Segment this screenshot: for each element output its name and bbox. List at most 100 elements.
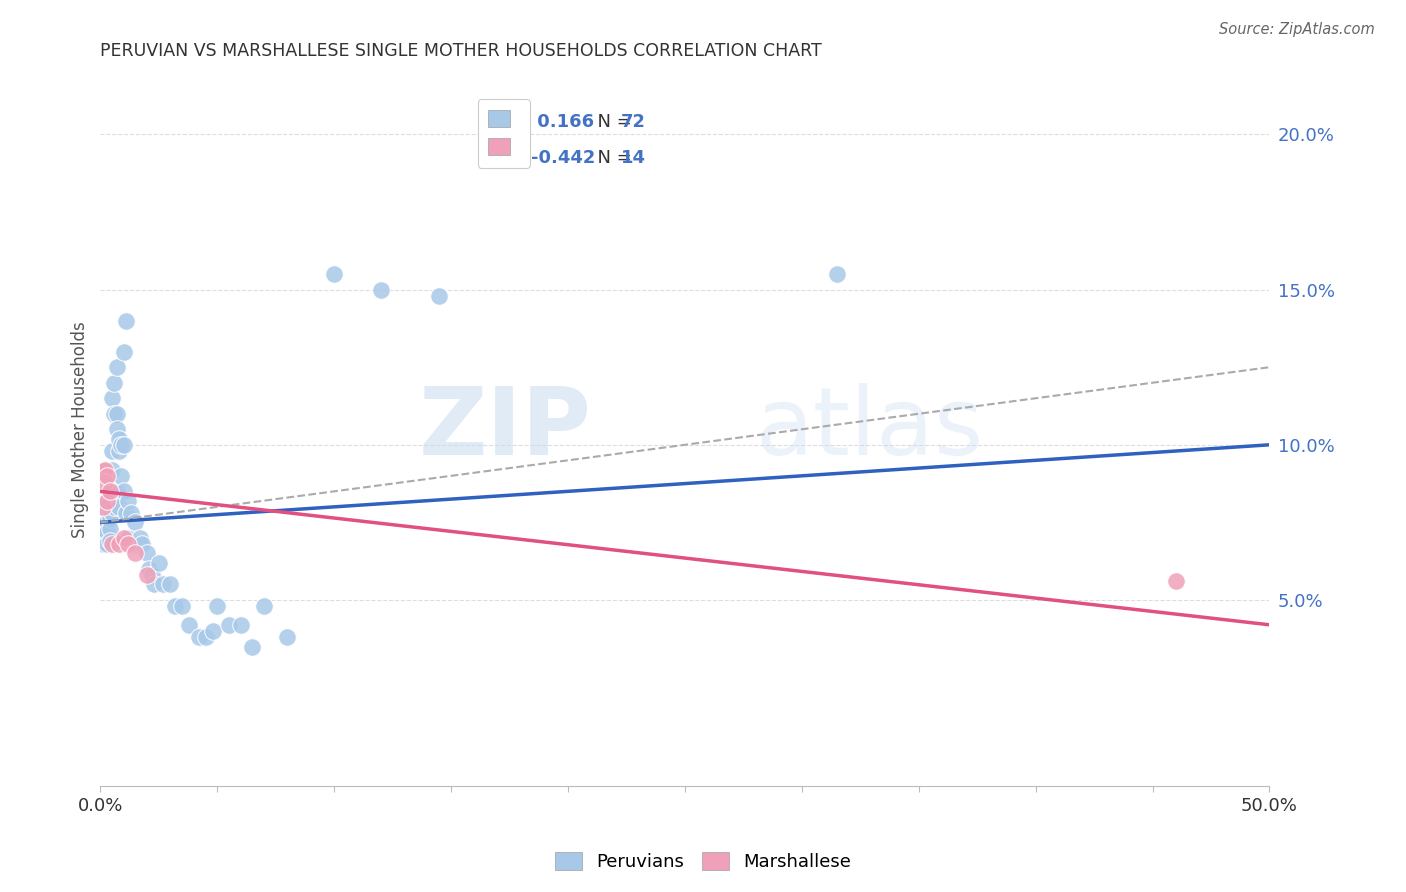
Point [91, 462, 114, 476]
Point [112, 438, 135, 452]
Point [94, 500, 117, 514]
Point [101, 391, 124, 405]
Text: -0.442: -0.442 [530, 149, 595, 167]
Point [91, 500, 114, 514]
Text: 14: 14 [620, 149, 645, 167]
Text: R =: R = [498, 113, 537, 131]
Point [103, 376, 125, 390]
Point [136, 568, 159, 582]
Point [124, 546, 146, 560]
Point [112, 484, 135, 499]
Text: N =: N = [585, 113, 637, 131]
Point [91, 524, 114, 539]
Point [101, 537, 124, 551]
Point [108, 444, 131, 458]
Point [187, 630, 209, 644]
Y-axis label: Single Mother Households: Single Mother Households [72, 321, 89, 538]
Point [110, 468, 132, 483]
Point [105, 422, 128, 436]
Legend: , : , [478, 99, 530, 168]
Point [98, 493, 121, 508]
Point [96, 493, 118, 508]
Point [96, 468, 118, 483]
Point [117, 537, 139, 551]
Text: PERUVIAN VS MARSHALLESE SINGLE MOTHER HOUSEHOLDS CORRELATION CHART: PERUVIAN VS MARSHALLESE SINGLE MOTHER HO… [100, 42, 823, 60]
Point [138, 562, 160, 576]
Point [1164, 574, 1187, 589]
Point [124, 516, 146, 530]
Text: R =: R = [498, 149, 537, 167]
Point [194, 630, 217, 644]
Point [143, 577, 166, 591]
Point [825, 267, 848, 281]
Point [96, 493, 118, 508]
Point [96, 537, 118, 551]
Point [370, 283, 392, 297]
Point [94, 531, 117, 545]
Point [101, 506, 124, 520]
Point [101, 444, 124, 458]
Point [94, 522, 117, 536]
Point [218, 617, 240, 632]
Point [98, 533, 121, 548]
Point [94, 516, 117, 530]
Text: 72: 72 [620, 113, 645, 131]
Point [101, 462, 124, 476]
Legend: Peruvians, Marshallese: Peruvians, Marshallese [547, 846, 859, 879]
Point [103, 500, 125, 514]
Point [120, 506, 142, 520]
Point [117, 531, 139, 545]
Point [229, 617, 252, 632]
Point [94, 506, 117, 520]
Point [159, 577, 181, 591]
Point [110, 438, 132, 452]
Point [98, 512, 121, 526]
Point [103, 407, 125, 421]
Point [179, 617, 201, 632]
Point [91, 537, 114, 551]
Point [127, 537, 149, 551]
Point [152, 577, 174, 591]
Point [98, 484, 121, 499]
Text: ZIP: ZIP [419, 384, 592, 475]
Point [253, 599, 276, 614]
Point [240, 640, 263, 654]
Point [323, 267, 346, 281]
Point [115, 314, 138, 328]
Point [105, 484, 128, 499]
Point [105, 407, 128, 421]
Point [108, 537, 131, 551]
Point [148, 556, 170, 570]
Point [429, 289, 451, 303]
Point [98, 522, 121, 536]
Text: N =: N = [585, 149, 637, 167]
Point [94, 462, 117, 476]
Point [96, 516, 118, 530]
Point [98, 503, 121, 517]
Text: 0.166: 0.166 [530, 113, 593, 131]
Point [129, 531, 152, 545]
Point [122, 537, 145, 551]
Text: atlas: atlas [755, 384, 983, 475]
Point [136, 546, 159, 560]
Point [117, 493, 139, 508]
Point [201, 624, 224, 638]
Point [112, 344, 135, 359]
Point [96, 503, 118, 517]
Point [96, 524, 118, 539]
Point [141, 568, 163, 582]
Point [207, 599, 229, 614]
Point [108, 500, 131, 514]
Point [91, 516, 114, 530]
Point [115, 506, 138, 520]
Point [101, 484, 124, 499]
Point [276, 630, 298, 644]
Point [94, 475, 117, 489]
Point [165, 599, 187, 614]
Text: Source: ZipAtlas.com: Source: ZipAtlas.com [1219, 22, 1375, 37]
Point [91, 500, 114, 514]
Point [172, 599, 194, 614]
Point [108, 432, 131, 446]
Point [112, 531, 135, 545]
Point [105, 360, 128, 375]
